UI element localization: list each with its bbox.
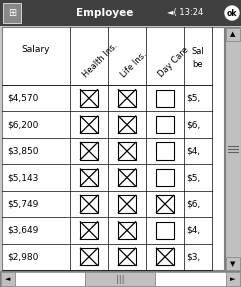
Bar [156,90,174,107]
Text: Life Ins.: Life Ins. [119,49,148,79]
Bar [80,116,98,133]
Text: $6,200: $6,200 [7,120,38,129]
Bar [80,169,98,186]
Bar [118,222,136,239]
Text: Sal: Sal [192,47,204,56]
Text: ok: ok [227,9,237,18]
Bar [156,169,174,186]
Text: $5,: $5, [186,173,200,182]
Text: Day Care: Day Care [157,45,190,79]
Text: Health Ins.: Health Ins. [81,41,119,79]
Text: $3,850: $3,850 [7,147,39,156]
Text: ►: ► [230,276,236,282]
Text: ◄: ◄ [5,276,11,282]
Bar [226,272,240,286]
Text: ▲: ▲ [230,31,236,37]
Text: $5,143: $5,143 [7,173,38,182]
Text: $6,: $6, [186,199,200,208]
Text: $5,: $5, [186,94,200,103]
Bar [3,3,21,23]
Bar [226,28,240,41]
Bar [155,272,226,286]
Bar [118,248,136,265]
Text: Employee: Employee [76,8,134,18]
Bar [80,142,98,160]
Bar [118,90,136,107]
Bar [156,222,174,239]
Text: ▼: ▼ [230,261,236,267]
Bar [225,27,241,271]
Text: $2,980: $2,980 [7,252,38,261]
Bar [156,195,174,212]
Text: $5,749: $5,749 [7,199,38,208]
Bar [156,116,174,133]
Bar [118,142,136,160]
Bar [2,27,224,270]
Bar [80,248,98,265]
Bar [85,272,155,286]
Bar [0,0,241,26]
Bar [118,116,136,133]
Text: |||: ||| [116,274,125,284]
Bar [156,248,174,265]
Bar [118,169,136,186]
Bar [0,271,241,287]
Bar [156,142,174,160]
Text: ◄( 13:24: ◄( 13:24 [167,9,203,18]
Circle shape [225,6,239,20]
Bar [118,195,136,212]
Text: $3,649: $3,649 [7,226,38,235]
Bar [80,90,98,107]
Bar [226,257,240,270]
Text: Salary: Salary [22,44,50,54]
Text: $4,: $4, [186,226,200,235]
Text: $6,: $6, [186,120,200,129]
Text: be: be [193,60,203,69]
Bar [15,272,85,286]
Text: $3,: $3, [186,252,200,261]
Text: ⊞: ⊞ [8,8,16,18]
Bar [80,195,98,212]
Text: $4,570: $4,570 [7,94,38,103]
Bar [80,222,98,239]
Text: $4,: $4, [186,147,200,156]
Bar [1,272,15,286]
